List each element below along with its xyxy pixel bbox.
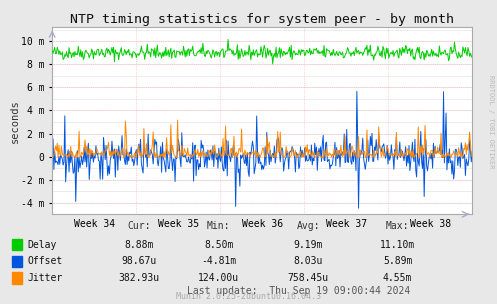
Text: Cur:: Cur: <box>127 222 151 231</box>
Text: Offset: Offset <box>27 257 63 266</box>
Text: 11.10m: 11.10m <box>380 240 415 250</box>
Text: 98.67u: 98.67u <box>122 257 157 266</box>
Title: NTP timing statistics for system peer - by month: NTP timing statistics for system peer - … <box>70 13 454 26</box>
Text: Max:: Max: <box>386 222 410 231</box>
Y-axis label: seconds: seconds <box>9 99 20 143</box>
Text: 758.45u: 758.45u <box>288 273 329 283</box>
Text: Avg:: Avg: <box>296 222 320 231</box>
Text: Last update:  Thu Sep 19 09:00:44 2024: Last update: Thu Sep 19 09:00:44 2024 <box>186 286 410 296</box>
Text: 382.93u: 382.93u <box>119 273 160 283</box>
Text: -4.81m: -4.81m <box>201 257 236 266</box>
Text: Jitter: Jitter <box>27 273 63 283</box>
Text: 8.88m: 8.88m <box>124 240 154 250</box>
Text: Min:: Min: <box>207 222 231 231</box>
Text: 8.03u: 8.03u <box>293 257 323 266</box>
Text: Munin 2.0.25-2ubuntu0.16.04.3: Munin 2.0.25-2ubuntu0.16.04.3 <box>176 292 321 301</box>
Text: 4.55m: 4.55m <box>383 273 413 283</box>
Text: Delay: Delay <box>27 240 57 250</box>
Text: 5.89m: 5.89m <box>383 257 413 266</box>
Text: 9.19m: 9.19m <box>293 240 323 250</box>
Text: RRDTOOL / TOBI OETIKER: RRDTOOL / TOBI OETIKER <box>488 75 494 168</box>
Text: 8.50m: 8.50m <box>204 240 234 250</box>
Text: 124.00u: 124.00u <box>198 273 239 283</box>
